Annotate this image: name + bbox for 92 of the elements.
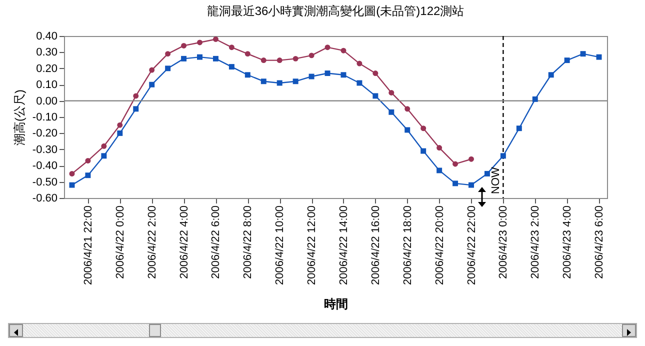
point [356, 60, 362, 66]
point [260, 78, 266, 84]
x-tick-label: 2006/4/22 14:00 [338, 206, 350, 286]
point [356, 80, 362, 86]
y-tick-label: -0.40 [32, 160, 58, 172]
x-tick-label: 2006/4/22 6:00 [210, 206, 222, 279]
y-axis-title: 潮高(公尺) [12, 90, 26, 146]
point [276, 80, 282, 86]
x-tick-label: 2006/4/22 18:00 [402, 206, 414, 286]
point [372, 93, 378, 99]
point [404, 127, 410, 133]
point [117, 130, 123, 136]
point [69, 182, 75, 188]
point [324, 70, 330, 76]
y-tick-label: -0.10 [32, 112, 58, 124]
x-tick-label: 2006/4/22 12:00 [306, 206, 318, 286]
point [388, 90, 394, 96]
point [133, 93, 139, 99]
y-tick-label: -0.30 [32, 144, 58, 156]
point [292, 56, 298, 62]
x-tick-label: 2006/4/22 20:00 [434, 206, 446, 286]
point [197, 54, 202, 60]
x-tick-label: 2006/4/23 6:00 [594, 206, 606, 279]
point [181, 56, 187, 62]
point [149, 82, 155, 88]
point [564, 58, 570, 64]
chart-title: 龍洞最近36小時實測潮高變化圖(未品管)122測站 [206, 4, 464, 18]
x-tick-label: 2006/4/22 0:00 [114, 206, 126, 279]
x-tick-label: 2006/4/22 10:00 [274, 206, 286, 286]
point [308, 74, 314, 80]
point [149, 67, 155, 73]
point [468, 156, 474, 162]
y-tick-label: 0.20 [36, 62, 58, 75]
point [228, 64, 234, 70]
x-tick-label: 2006/4/23 0:00 [498, 206, 510, 279]
x-tick-label: 2006/4/23 2:00 [530, 206, 542, 279]
y-tick-label: -0.20 [32, 128, 58, 140]
x-tick-label: 2006/4/23 4:00 [562, 206, 574, 279]
x-tick-label: 2006/4/22 2:00 [146, 206, 158, 279]
point [596, 54, 602, 60]
point [404, 106, 410, 112]
point [101, 143, 107, 149]
y-tick-label: 0.00 [36, 95, 58, 108]
y-tick-label: 0.10 [36, 79, 58, 92]
point [516, 126, 522, 132]
point [212, 36, 218, 42]
y-tick-label: -0.60 [32, 192, 58, 204]
point [580, 51, 586, 57]
point [244, 72, 250, 78]
point [165, 51, 171, 57]
point [85, 158, 91, 164]
point [420, 148, 426, 154]
point [69, 170, 75, 176]
point [340, 48, 346, 54]
point [532, 96, 538, 102]
y-tick-label: 0.40 [36, 30, 58, 42]
point [181, 42, 187, 48]
point [372, 70, 378, 76]
point [500, 153, 506, 159]
point [197, 40, 202, 46]
point [452, 180, 458, 186]
x-tick-label: 2006/4/21 22:00 [82, 206, 94, 286]
x-tick-label: 2006/4/22 8:00 [242, 206, 254, 279]
point [117, 122, 123, 128]
point [101, 153, 107, 159]
point [548, 72, 554, 78]
x-axis-title: 時間 [324, 297, 348, 312]
point [484, 170, 490, 176]
y-tick-label: 0.30 [36, 46, 58, 59]
point [228, 44, 234, 50]
point [292, 78, 298, 84]
y-tick-label: -0.50 [32, 176, 58, 188]
point [420, 126, 426, 132]
point [452, 161, 458, 167]
point [468, 182, 474, 188]
point [244, 51, 250, 57]
point [340, 72, 346, 78]
point [165, 66, 171, 72]
point [133, 106, 139, 112]
point [436, 145, 442, 151]
point [260, 58, 266, 64]
x-tick-label: 2006/4/22 16:00 [370, 206, 382, 286]
x-tick-label: 2006/4/22 22:00 [466, 206, 478, 286]
point [436, 168, 442, 174]
point [85, 172, 91, 178]
point [276, 58, 282, 64]
point [388, 109, 394, 115]
point [324, 44, 330, 50]
x-tick-label: 2006/4/22 4:00 [178, 206, 190, 279]
ref-line-label: NOW [490, 166, 502, 194]
point [308, 52, 314, 58]
point [212, 56, 218, 62]
